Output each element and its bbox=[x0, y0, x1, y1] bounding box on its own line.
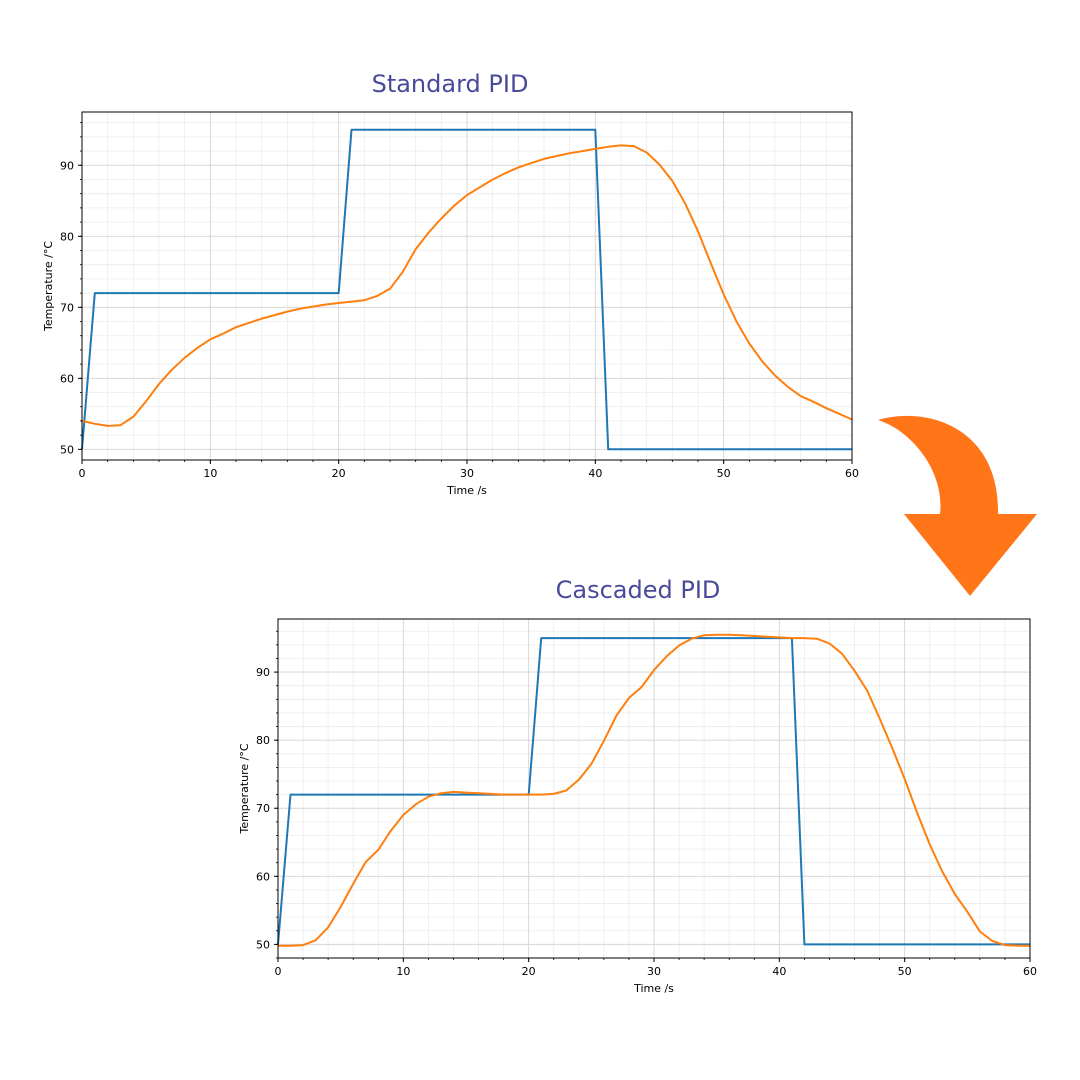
x-tick-label: 20 bbox=[332, 467, 346, 480]
x-tick-label: 40 bbox=[772, 965, 786, 978]
x-tick-label: 0 bbox=[79, 467, 86, 480]
y-axis-label: Temperature /°C bbox=[42, 241, 55, 332]
series-line-1 bbox=[278, 633, 1030, 947]
plot-area-1: 0 10 20 30 40 50 60 50 60 70 80 90 Time /s Temperatur… bbox=[238, 618, 1037, 995]
x-tick-label: 30 bbox=[647, 965, 661, 978]
y-tick-label: 80 bbox=[60, 230, 74, 243]
x-tick-label: 60 bbox=[1023, 965, 1037, 978]
y-tick-label: 90 bbox=[256, 666, 270, 679]
y-tick-label: 80 bbox=[256, 734, 270, 747]
arrow-shape bbox=[878, 415, 1037, 596]
x-tick-label: 10 bbox=[396, 965, 410, 978]
y-tick-label: 90 bbox=[60, 159, 74, 172]
series-line-0 bbox=[81, 128, 852, 451]
y-tick-label: 50 bbox=[256, 938, 270, 951]
x-tick-label: 60 bbox=[845, 467, 859, 480]
y-axis-label: Temperature /°C bbox=[238, 743, 251, 834]
y-tick-label: 60 bbox=[256, 870, 270, 883]
y-tick-label: 60 bbox=[60, 372, 74, 385]
y-tick-label: 70 bbox=[256, 802, 270, 815]
y-tick-label: 50 bbox=[60, 443, 74, 456]
chart-title-cascaded-pid: Cascaded PID bbox=[555, 576, 721, 604]
x-tick-label: 50 bbox=[898, 965, 912, 978]
x-axis-label: Time /s bbox=[446, 484, 487, 497]
x-tick-label: 50 bbox=[717, 467, 731, 480]
x-tick-label: 40 bbox=[588, 467, 602, 480]
x-tick-label: 20 bbox=[522, 965, 536, 978]
x-tick-label: 30 bbox=[460, 467, 474, 480]
chart-title-standard-pid: Standard PID bbox=[371, 70, 529, 98]
x-tick-label: 10 bbox=[203, 467, 217, 480]
plot-area-0: 0 10 20 30 40 50 60 50 60 70 80 90 Time /s Temperatur… bbox=[42, 111, 859, 497]
x-axis-label: Time /s bbox=[633, 982, 674, 995]
y-tick-label: 70 bbox=[60, 301, 74, 314]
x-tick-label: 0 bbox=[275, 965, 282, 978]
series-line-0 bbox=[277, 637, 1030, 946]
series-line-1 bbox=[81, 144, 853, 427]
